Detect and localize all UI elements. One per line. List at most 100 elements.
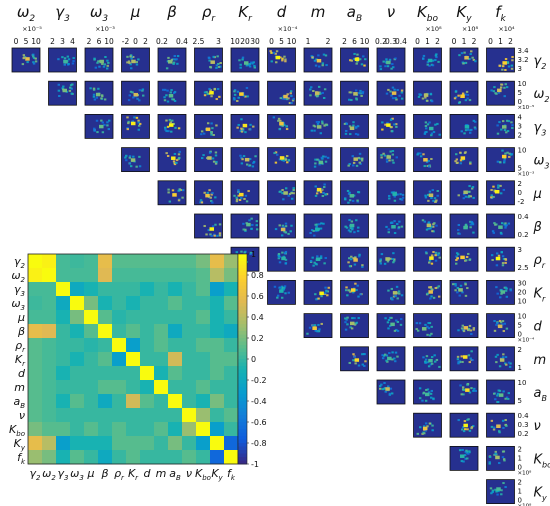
colorbar-segment	[238, 345, 247, 349]
heatmap-cell	[140, 450, 155, 465]
density-cell	[391, 153, 394, 156]
density-cell	[387, 231, 390, 234]
density-cell	[393, 199, 397, 202]
row-tick: 1	[518, 364, 522, 372]
density-cell	[358, 253, 361, 256]
density-cell	[282, 226, 285, 229]
colorbar-segment	[238, 285, 247, 290]
density-cell	[95, 96, 99, 99]
density-cell	[212, 55, 215, 58]
density-cell	[364, 360, 367, 363]
density-peak	[460, 94, 465, 98]
colorbar-tick-label: -0.2	[251, 376, 267, 385]
colorbar-tick-label: -0.8	[251, 439, 267, 448]
heatmap-cell	[182, 338, 197, 353]
column-tick-Kbo: 2	[435, 37, 440, 46]
heatmap-cell	[84, 338, 99, 353]
density-cell	[203, 91, 207, 94]
density-peak	[316, 58, 322, 63]
density-cell	[358, 91, 361, 94]
density-cell	[434, 259, 438, 262]
density-cell	[361, 92, 364, 95]
density-cell	[503, 322, 507, 325]
column-tick-beta: 0.2	[156, 37, 168, 46]
density-cell	[396, 223, 399, 226]
heatmap-cell	[56, 408, 71, 423]
density-cell	[394, 57, 397, 60]
row-tick: 10	[518, 313, 527, 321]
density-cell	[129, 63, 132, 66]
density-cell	[199, 201, 202, 204]
density-cell	[23, 56, 27, 59]
density-peak	[349, 223, 355, 228]
density-cell	[385, 158, 389, 161]
density-cell	[461, 324, 464, 327]
density-cell	[124, 156, 127, 159]
density-cell	[505, 295, 509, 298]
density-cell	[468, 190, 471, 193]
density-cell	[470, 50, 473, 53]
density-peak	[464, 125, 470, 129]
heatmap-cell	[84, 366, 99, 381]
density-cell	[319, 255, 323, 258]
density-cell	[438, 365, 441, 368]
row-tick: 0	[518, 331, 522, 339]
density-cell	[358, 58, 362, 61]
density-cell	[454, 160, 457, 163]
density-cell	[499, 231, 503, 234]
density-cell	[285, 128, 289, 131]
colorbar-segment	[238, 355, 247, 360]
density-cell	[356, 284, 359, 287]
colorbar-segment	[238, 264, 247, 269]
colorbar-segment	[238, 320, 247, 325]
density-cell	[494, 355, 498, 358]
density-cell	[141, 89, 144, 92]
density-panel	[486, 279, 515, 305]
density-cell	[346, 189, 350, 192]
density-panel	[376, 379, 406, 405]
density-panel	[194, 213, 223, 239]
density-cell	[352, 124, 355, 127]
density-cell	[468, 57, 471, 60]
density-cell	[430, 157, 433, 160]
density-cell	[210, 131, 213, 134]
density-cell	[382, 60, 385, 63]
density-cell	[495, 490, 498, 493]
density-cell	[389, 126, 393, 129]
density-cell	[506, 130, 510, 133]
density-cell	[471, 221, 474, 224]
density-peak	[353, 157, 358, 161]
density-cell	[284, 250, 288, 253]
heatmap-cell	[140, 310, 155, 325]
density-cell	[348, 361, 351, 364]
density-panel	[267, 213, 296, 239]
density-panel	[48, 47, 77, 73]
density-cell	[470, 220, 474, 223]
heatmap-cell	[56, 310, 71, 325]
density-cell	[428, 64, 431, 67]
density-cell	[320, 156, 324, 159]
density-cell	[363, 353, 366, 356]
row-tick: 5	[518, 165, 522, 173]
row-tick: 0.4	[518, 412, 530, 420]
density-cell	[490, 194, 493, 197]
density-cell	[431, 59, 435, 62]
density-cell	[287, 232, 290, 235]
density-cell	[173, 152, 177, 155]
row-tick: 0.3	[518, 421, 529, 429]
density-panel	[303, 114, 333, 139]
density-cell	[356, 200, 359, 203]
density-cell	[130, 67, 133, 70]
heatmap-y-tick-label: m	[14, 381, 25, 394]
heatmap-cell	[28, 408, 43, 423]
density-cell	[398, 292, 401, 295]
row-exponent: ×10⁻⁴	[518, 337, 536, 344]
density-panel	[413, 412, 442, 438]
density-cell	[471, 358, 474, 361]
density-cell	[236, 90, 240, 93]
density-cell	[462, 388, 466, 391]
density-cell	[175, 159, 179, 162]
density-peak	[318, 160, 324, 165]
density-panel	[376, 346, 406, 372]
density-panel	[376, 147, 406, 173]
